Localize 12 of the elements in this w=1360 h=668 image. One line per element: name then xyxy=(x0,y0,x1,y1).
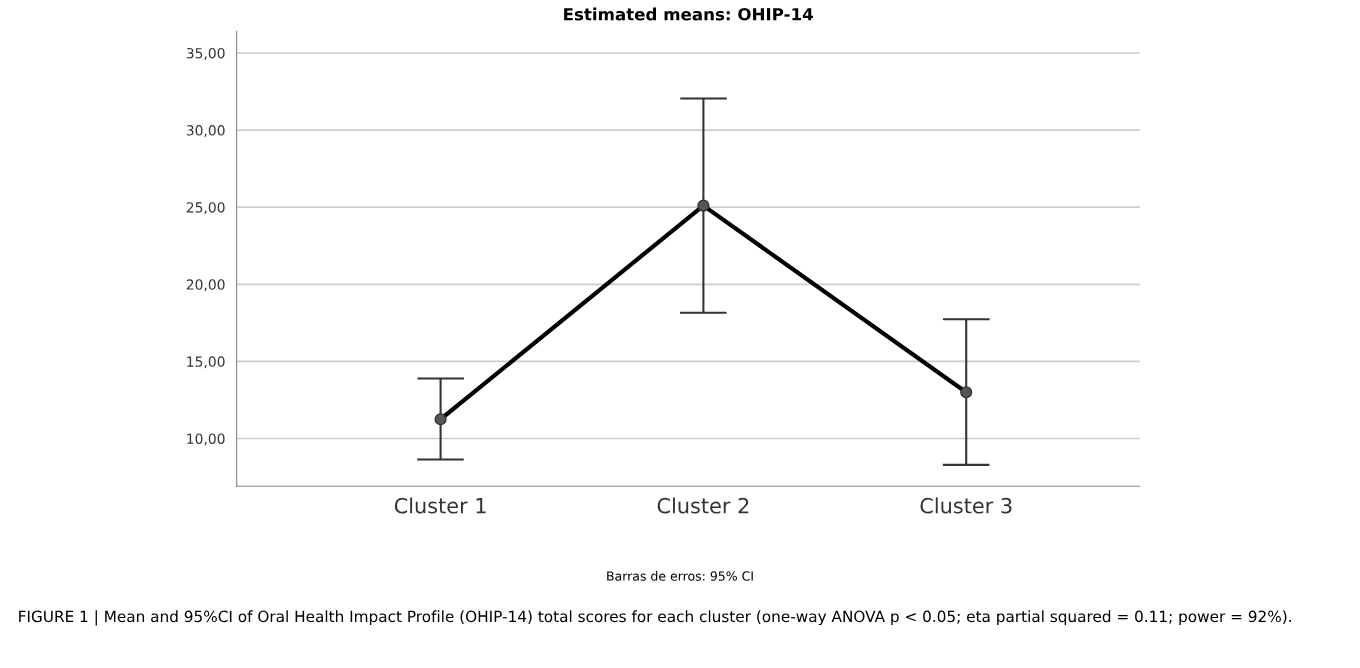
x-tick-label: Cluster 2 xyxy=(657,497,749,514)
y-tick-label: 35,00 xyxy=(186,47,225,60)
x-tick-label: Cluster 3 xyxy=(920,497,1012,514)
y-tick-label: 25,00 xyxy=(186,202,225,215)
y-tick-label: 15,00 xyxy=(187,356,225,369)
caption: FIGURE 1 | Mean and 95%CI of Oral Health Impact Profile (OHIP-14) total scores for each cluster (one-way ANOVA p < 0.05; eta partial squared = 0.11; power = 92%). xyxy=(19,610,1291,626)
text: Barras de erros: 95% CI xyxy=(607,571,753,581)
y-tick-label: 20,00 xyxy=(186,279,225,292)
chart-title: Estimated means: OHIP-14 xyxy=(564,7,813,21)
y-tick-label: 30,00 xyxy=(186,125,225,137)
x-tick-label: Cluster 1 xyxy=(394,497,486,514)
y-tick-label: 10,00 xyxy=(187,433,225,446)
